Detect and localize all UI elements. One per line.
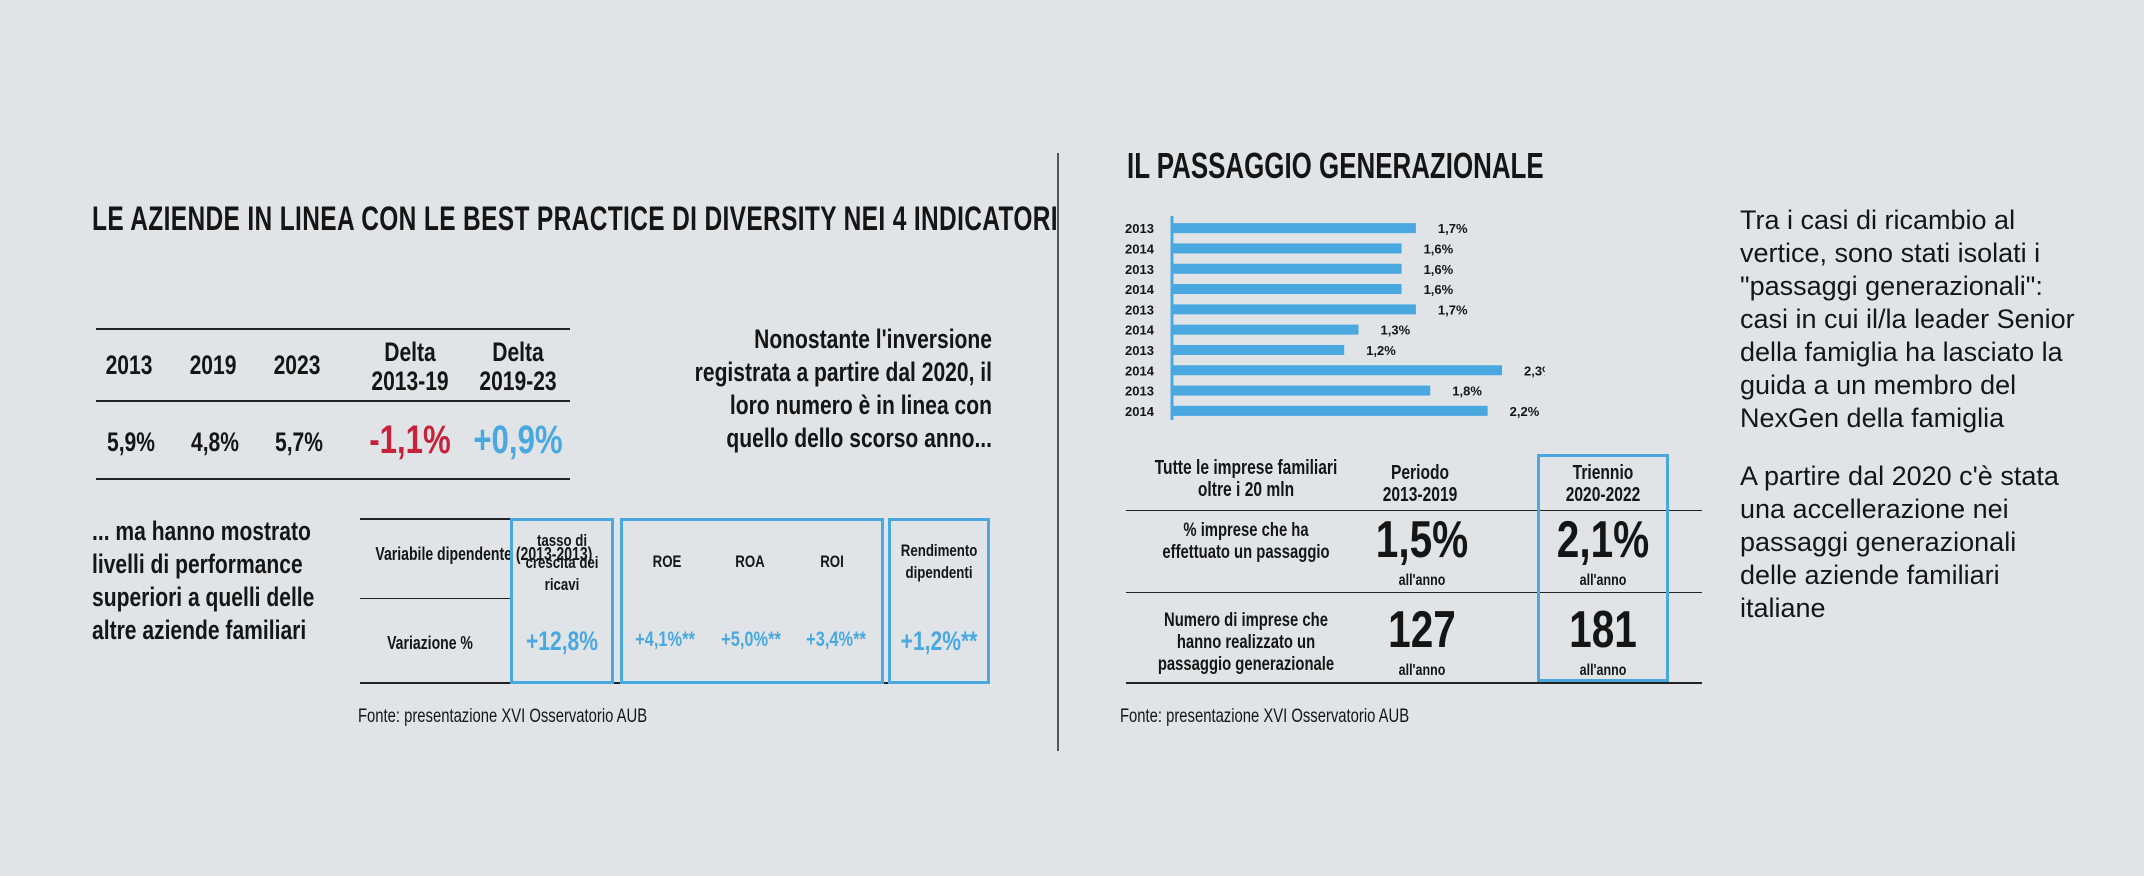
gen-row2-unit1: all'anno bbox=[1398, 662, 1446, 679]
gen-row1-label: % imprese che ha effettuato un passaggio bbox=[1162, 520, 1330, 563]
gen-row2-unit2: all'anno bbox=[1579, 662, 1627, 679]
gen-row1-v2: 2,1% bbox=[1556, 511, 1650, 569]
left-source: Fonte: presentazione XVI Osservatorio AU… bbox=[358, 706, 648, 727]
bar-category-label: 2014 bbox=[1125, 404, 1155, 419]
employees-value: +1,2%** bbox=[900, 626, 978, 656]
growth-box bbox=[510, 518, 614, 684]
bar-value-label: 2,3% bbox=[1524, 363, 1545, 378]
bar bbox=[1172, 263, 1402, 274]
bar bbox=[1172, 344, 1345, 355]
bar bbox=[1172, 304, 1416, 315]
gen-col2-header: Triennio 2020-2022 bbox=[1565, 462, 1641, 506]
right-source: Fonte: presentazione XVI Osservatorio AU… bbox=[1120, 706, 1410, 727]
bar-category-label: 2013 bbox=[1125, 384, 1154, 399]
bar-category-label: 2013 bbox=[1125, 343, 1154, 358]
panel-divider bbox=[1057, 153, 1059, 751]
value-delta-19-23: +0,9% bbox=[473, 418, 563, 462]
roa-value: +5,0%** bbox=[721, 628, 781, 651]
bar bbox=[1172, 324, 1359, 335]
header-2019: 2019 bbox=[189, 350, 237, 380]
row-label-variable: Variabile dipendente (2013-2013) bbox=[375, 544, 593, 564]
gen-row2-v1: 127 bbox=[1388, 601, 1456, 659]
right-description: Tra i casi di ricambio al vertice, sono … bbox=[1740, 204, 2080, 650]
perf-top-rule bbox=[360, 518, 510, 520]
roi-value: +3,4%** bbox=[806, 628, 866, 651]
value-2019: 4,8% bbox=[190, 427, 239, 457]
bar-value-label: 2,2% bbox=[1510, 404, 1540, 419]
roi-label: ROI bbox=[820, 552, 844, 571]
left-title: LE AZIENDE IN LINEA CON LE BEST PRACTICE… bbox=[92, 200, 1058, 238]
table-bottom-rule bbox=[96, 478, 570, 480]
bar-value-label: 1,8% bbox=[1452, 384, 1482, 399]
gen-row1-v1: 1,5% bbox=[1375, 511, 1469, 569]
value-delta-13-19: -1,1% bbox=[369, 418, 451, 462]
employees-box bbox=[888, 518, 990, 684]
bar-category-label: 2013 bbox=[1125, 221, 1154, 236]
header-delta-19-23: Delta 2019-23 bbox=[479, 337, 557, 396]
table-top-rule bbox=[96, 328, 570, 330]
gen-row1-unit1: all'anno bbox=[1398, 572, 1446, 589]
growth-value: +12,8% bbox=[525, 626, 599, 656]
gen-row2-v2: 181 bbox=[1569, 601, 1637, 659]
bar-value-label: 1,6% bbox=[1424, 282, 1454, 297]
roe-value: +4,1%** bbox=[635, 628, 695, 651]
bar bbox=[1172, 405, 1488, 416]
bar-category-label: 2014 bbox=[1125, 241, 1155, 256]
bar-value-label: 1,6% bbox=[1424, 241, 1454, 256]
performance-text: ... ma hanno mostrato livelli di perform… bbox=[92, 516, 315, 645]
header-2023: 2023 bbox=[273, 350, 321, 380]
perf-mid-rule bbox=[360, 598, 510, 599]
triennio-box bbox=[1537, 454, 1669, 682]
roe-label: ROE bbox=[652, 552, 682, 571]
bar-category-label: 2014 bbox=[1125, 323, 1155, 338]
bar-value-label: 1,7% bbox=[1438, 221, 1468, 236]
bar-category-label: 2013 bbox=[1125, 262, 1154, 277]
bar bbox=[1172, 243, 1402, 254]
gen-rule-3 bbox=[1126, 682, 1702, 684]
employees-label: Rendimento dipendenti bbox=[900, 541, 978, 582]
bar bbox=[1172, 284, 1402, 295]
bar-category-label: 2014 bbox=[1125, 282, 1155, 297]
bar bbox=[1172, 365, 1502, 376]
gen-row1-unit2: all'anno bbox=[1579, 572, 1627, 589]
table-mid-rule bbox=[96, 400, 570, 402]
summary-text: Nonostante l'inversione registrata a par… bbox=[694, 324, 992, 453]
value-2023: 5,7% bbox=[274, 427, 323, 457]
description-paragraph-2: A partire dal 2020 c'è stata una accelle… bbox=[1740, 461, 2059, 623]
header-2013: 2013 bbox=[105, 350, 153, 380]
bar-value-label: 1,2% bbox=[1366, 343, 1396, 358]
growth-label: tasso di crescita dei ricavi bbox=[525, 531, 599, 594]
bar bbox=[1172, 223, 1416, 234]
bar-category-label: 2014 bbox=[1125, 363, 1155, 378]
bar-value-label: 1,6% bbox=[1424, 262, 1454, 277]
bar-value-label: 1,3% bbox=[1381, 323, 1411, 338]
gen-rule-2 bbox=[1126, 592, 1702, 593]
description-paragraph-1: Tra i casi di ricambio al vertice, sono … bbox=[1740, 205, 2075, 433]
bar bbox=[1172, 385, 1431, 396]
returns-box bbox=[620, 518, 884, 684]
row-label-variation: Variazione % bbox=[387, 633, 473, 653]
right-title: IL PASSAGGIO GENERAZIONALE bbox=[1127, 145, 1544, 186]
gen-row2-label: Numero di imprese che hanno realizzato u… bbox=[1157, 610, 1335, 675]
gen-rule-1 bbox=[1126, 510, 1702, 511]
bar-category-label: 2013 bbox=[1125, 302, 1154, 317]
roa-label: ROA bbox=[735, 552, 765, 571]
bar-value-label: 1,7% bbox=[1438, 302, 1468, 317]
gen-corner-label: Tutte le imprese familiari oltre i 20 ml… bbox=[1154, 457, 1338, 501]
value-2013: 5,9% bbox=[106, 427, 155, 457]
bar-chart: 2013 1,7% 2014 1,6% 2013 1,6% 2014 1,6% 2013 1,7%… bbox=[1125, 216, 1545, 420]
gen-col1-header: Periodo 2013-2019 bbox=[1382, 462, 1458, 506]
header-delta-13-19: Delta 2013-19 bbox=[371, 337, 449, 396]
